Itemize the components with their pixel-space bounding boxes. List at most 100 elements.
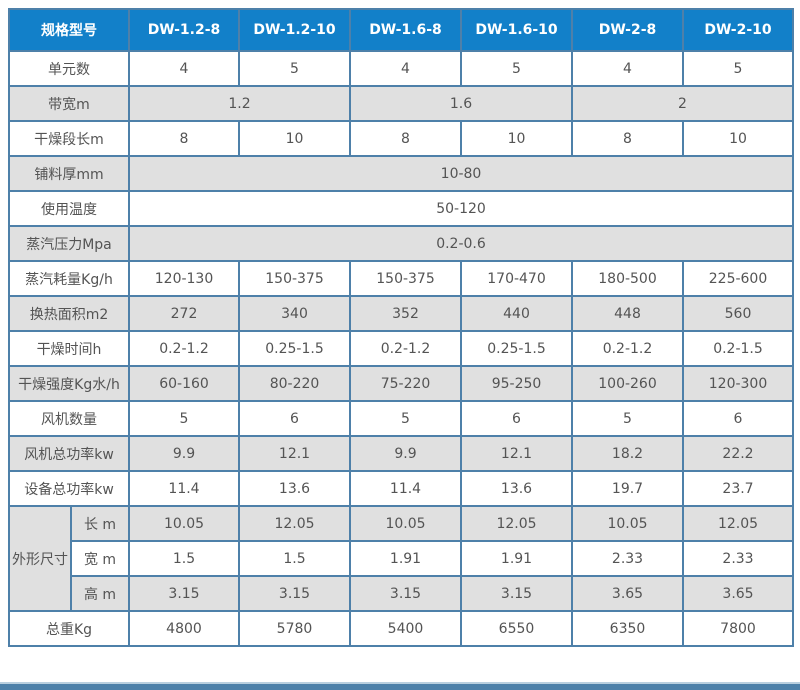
spec-cell: 5	[128, 400, 240, 437]
spec-cell: 120-130	[128, 260, 240, 297]
spec-cell: 5	[238, 50, 351, 87]
spec-cell: 6	[460, 400, 573, 437]
spec-cell: 6550	[460, 610, 573, 647]
spec-cell: 440	[460, 295, 573, 332]
dimensions-group-label: 外形尺寸	[8, 505, 72, 612]
spec-cell-fullspan: 50-120	[128, 190, 794, 227]
spec-cell: 5	[571, 400, 684, 437]
spec-cell: 10	[460, 120, 573, 157]
spec-cell: 0.2-1.5	[682, 330, 794, 367]
row-label: 换热面积m2	[8, 295, 130, 332]
spec-cell: 180-500	[571, 260, 684, 297]
spec-cell: 8	[349, 120, 462, 157]
spec-cell: 0.2-1.2	[571, 330, 684, 367]
header-model-dw-1-2-8: DW-1.2-8	[128, 8, 240, 52]
spec-cell: 340	[238, 295, 351, 332]
row-fan-count: 风机数量 5 6 5 6 5 6	[8, 400, 794, 437]
spec-cell: 12.1	[460, 435, 573, 472]
row-operating-temperature: 使用温度 50-120	[8, 190, 794, 227]
spec-cell: 10.05	[128, 505, 240, 542]
spec-cell: 4	[571, 50, 684, 87]
row-label: 蒸汽耗量Kg/h	[8, 260, 130, 297]
spec-cell: 352	[349, 295, 462, 332]
spec-cell: 9.9	[349, 435, 462, 472]
spec-cell: 4800	[128, 610, 240, 647]
spec-cell-fullspan: 0.2-0.6	[128, 225, 794, 262]
row-equipment-total-power: 设备总功率kw 11.4 13.6 11.4 13.6 19.7 23.7	[8, 470, 794, 507]
spec-cell: 10.05	[571, 505, 684, 542]
spec-cell: 10.05	[349, 505, 462, 542]
spec-cell: 3.15	[460, 575, 573, 612]
header-model-dw-1-2-10: DW-1.2-10	[238, 8, 351, 52]
spec-cell: 13.6	[238, 470, 351, 507]
spec-cell: 8	[571, 120, 684, 157]
spec-cell: 5400	[349, 610, 462, 647]
spec-cell: 18.2	[571, 435, 684, 472]
spec-cell: 11.4	[128, 470, 240, 507]
spec-cell: 0.2-1.2	[349, 330, 462, 367]
row-belt-width: 带宽m 1.2 1.6 2	[8, 85, 794, 122]
spec-cell: 6	[682, 400, 794, 437]
spec-cell: 80-220	[238, 365, 351, 402]
row-label: 干燥段长m	[8, 120, 130, 157]
header-spec-model: 规格型号	[8, 8, 130, 52]
spec-cell: 560	[682, 295, 794, 332]
spec-cell: 1.91	[460, 540, 573, 577]
spec-cell: 2.33	[571, 540, 684, 577]
spec-cell: 5	[460, 50, 573, 87]
spec-cell: 170-470	[460, 260, 573, 297]
row-steam-consumption: 蒸汽耗量Kg/h 120-130 150-375 150-375 170-470…	[8, 260, 794, 297]
spec-table: 规格型号 DW-1.2-8 DW-1.2-10 DW-1.6-8 DW-1.6-…	[8, 8, 794, 647]
row-dimension-height: 高 m 3.15 3.15 3.15 3.15 3.65 3.65	[9, 575, 794, 612]
header-row: 规格型号 DW-1.2-8 DW-1.2-10 DW-1.6-8 DW-1.6-…	[8, 8, 794, 52]
header-model-dw-2-8: DW-2-8	[571, 8, 684, 52]
spec-cell: 3.65	[571, 575, 684, 612]
spec-cell: 7800	[682, 610, 794, 647]
row-label: 干燥时间h	[8, 330, 130, 367]
spec-cell: 150-375	[349, 260, 462, 297]
dimension-sub-label: 高 m	[70, 575, 130, 612]
spec-cell: 3.65	[682, 575, 794, 612]
row-total-weight: 总重Kg 4800 5780 5400 6550 6350 7800	[8, 610, 794, 647]
row-steam-pressure: 蒸汽压力Mpa 0.2-0.6	[8, 225, 794, 262]
spec-cell: 3.15	[128, 575, 240, 612]
row-label: 铺料厚mm	[8, 155, 130, 192]
spec-cell-merged: 2	[571, 85, 794, 122]
row-label: 设备总功率kw	[8, 470, 130, 507]
spec-cell: 8	[128, 120, 240, 157]
spec-cell: 1.5	[238, 540, 351, 577]
spec-cell: 5	[682, 50, 794, 87]
row-label: 单元数	[8, 50, 130, 87]
spec-cell: 272	[128, 295, 240, 332]
spec-cell: 120-300	[682, 365, 794, 402]
spec-cell: 12.1	[238, 435, 351, 472]
row-dimension-length: 外形尺寸 长 m 10.05 12.05 10.05 12.05 10.05 1…	[8, 505, 794, 612]
spec-cell: 1.91	[349, 540, 462, 577]
row-drying-section-length: 干燥段长m 8 10 8 10 8 10	[8, 120, 794, 157]
row-fan-total-power: 风机总功率kw 9.9 12.1 9.9 12.1 18.2 22.2	[8, 435, 794, 472]
header-model-dw-1-6-10: DW-1.6-10	[460, 8, 573, 52]
header-model-dw-1-6-8: DW-1.6-8	[349, 8, 462, 52]
spec-cell: 13.6	[460, 470, 573, 507]
spec-cell: 0.2-1.2	[128, 330, 240, 367]
spec-cell: 6350	[571, 610, 684, 647]
spec-cell: 6	[238, 400, 351, 437]
row-unit-count: 单元数 4 5 4 5 4 5	[8, 50, 794, 87]
spec-cell: 0.25-1.5	[460, 330, 573, 367]
spec-cell: 3.15	[349, 575, 462, 612]
row-label: 风机数量	[8, 400, 130, 437]
spec-cell: 4	[128, 50, 240, 87]
dimension-sub-label: 宽 m	[70, 540, 130, 577]
spec-cell: 448	[571, 295, 684, 332]
spec-cell: 100-260	[571, 365, 684, 402]
spec-cell-merged: 1.6	[349, 85, 573, 122]
row-label: 使用温度	[8, 190, 130, 227]
spec-cell: 10	[682, 120, 794, 157]
spec-cell: 225-600	[682, 260, 794, 297]
row-label: 总重Kg	[8, 610, 130, 647]
dimension-sub-label: 长 m	[70, 505, 130, 542]
spec-cell: 4	[349, 50, 462, 87]
spec-cell: 12.05	[460, 505, 573, 542]
spec-cell: 5	[349, 400, 462, 437]
